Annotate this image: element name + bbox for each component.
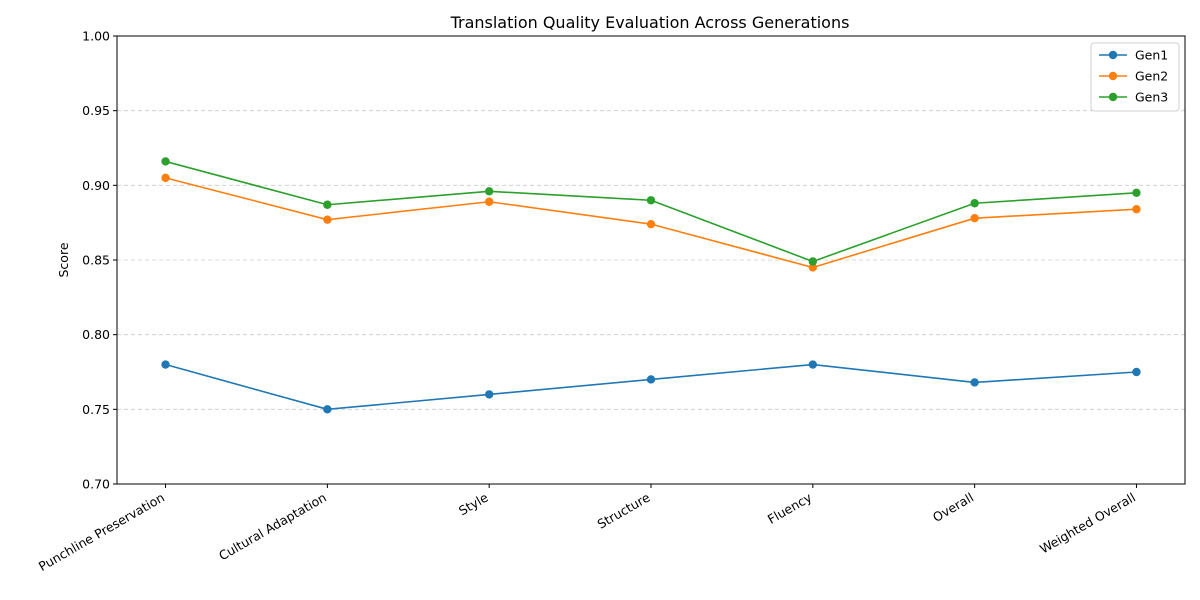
legend-swatch-marker [1108,92,1118,102]
x-axis: Punchline Preservation Cultural Adaptatio… [36,484,1138,574]
data-point-gen3 [484,187,494,196]
x-tick-label: Fluency [765,489,815,527]
x-tick-label: Overall [930,490,976,525]
data-point-gen2 [808,263,818,272]
y-axis-label: Score [56,242,71,277]
grid-lines [117,110,1185,410]
data-point-gen3 [970,199,979,208]
series-gen3 [161,157,1141,266]
series-gen1 [161,360,1141,414]
data-point-gen2 [646,219,656,229]
data-point-gen3 [161,157,170,166]
data-point-gen2 [161,173,170,183]
legend-swatch-marker [1108,71,1118,81]
series-line-gen1 [165,363,1137,411]
legend-entry-gen1: Gen1 [1099,48,1168,63]
data-point-gen1 [1132,367,1141,377]
series-line-gen3 [165,160,1137,263]
y-tick-label: 0.90 [82,178,110,193]
data-point-gen3 [1132,188,1141,197]
y-tick-label: 0.95 [82,103,110,118]
data-point-gen3 [646,196,656,205]
data-point-gen1 [161,360,170,369]
x-tick-label: Weighted Overall [1037,490,1138,557]
y-tick-label: 0.75 [82,402,110,417]
chart-title: Translation Quality Evaluation Across Ge… [450,13,850,32]
series-gen2 [161,173,1141,272]
series-layer [161,157,1141,414]
data-point-gen2 [484,197,494,206]
y-tick-label: 0.70 [82,477,110,492]
legend-label: Gen1 [1135,48,1168,63]
legend-entry-gen2: Gen2 [1099,69,1168,84]
data-point-gen1 [808,360,818,369]
legend-swatch-marker [1108,50,1118,60]
y-tick-label: 0.85 [82,253,110,268]
y-tick-label: 0.80 [82,327,110,342]
x-tick-label: Cultural Adaptation [216,490,329,564]
data-point-gen2 [1132,205,1141,214]
data-point-gen1 [484,390,494,399]
legend-label: Gen3 [1135,90,1168,105]
y-axis: 0.70 0.75 0.80 0.85 0.90 0.95 1.00 [82,29,117,492]
x-tick-label: Style [456,489,491,518]
x-tick-label: Punchline Preservation [36,490,167,574]
legend-entry-gen3: Gen3 [1099,90,1168,105]
data-point-gen2 [970,213,979,223]
y-tick-label: 1.00 [82,29,110,44]
data-point-gen1 [323,405,332,414]
data-point-gen1 [646,375,656,384]
x-tick-label: Structure [595,489,653,531]
legend-label: Gen2 [1135,69,1168,84]
legend: Gen1 Gen2 Gen3 [1090,42,1180,112]
data-point-gen3 [323,200,332,209]
data-point-gen3 [808,257,818,266]
data-point-gen2 [323,215,332,224]
data-point-gen1 [970,378,979,387]
